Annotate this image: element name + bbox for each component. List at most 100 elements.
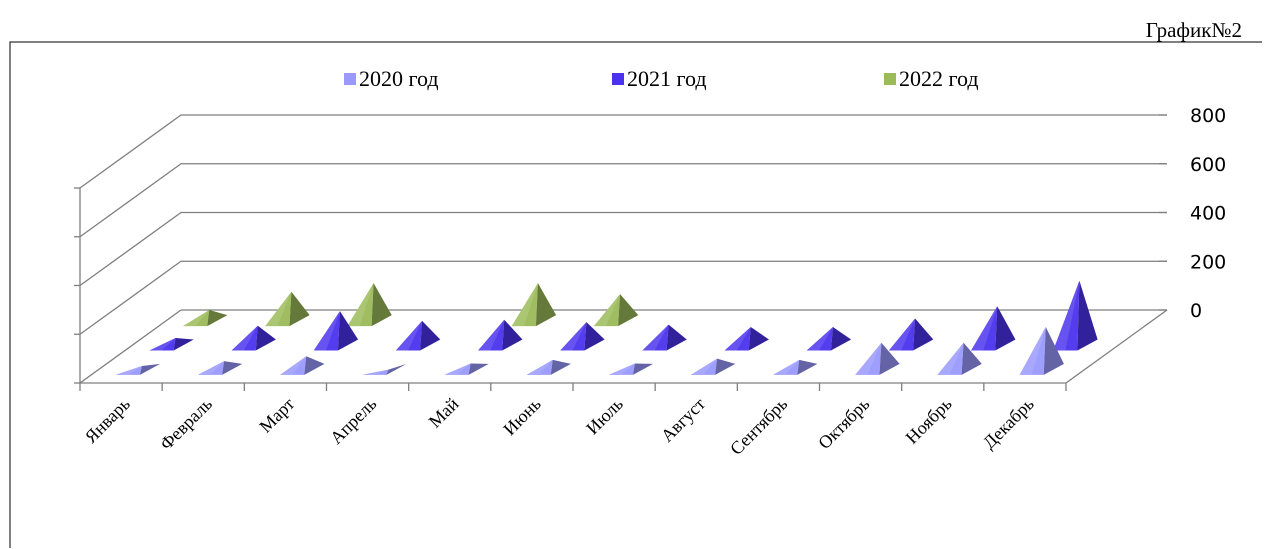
- pyramid-side-face: [139, 363, 161, 375]
- pyramid-highlight: [265, 291, 292, 327]
- y-tick-label: 0: [1190, 300, 1202, 322]
- pyramid-2020-год-Январь: [115, 363, 161, 375]
- pyramid-side-face: [304, 356, 325, 375]
- pyramid-2022-год-Май: [511, 283, 557, 327]
- pyramid-2022-год-Февраль: [265, 291, 310, 327]
- x-tick-label: Февраль: [156, 394, 216, 454]
- pyramid-highlight: [724, 327, 751, 351]
- x-tick-label: Май: [425, 393, 463, 431]
- chart-frame: [9, 41, 1262, 548]
- pyramid-highlight: [526, 359, 553, 375]
- pyramid-side-face: [502, 319, 523, 351]
- pyramid-2020-год-Август: [690, 358, 736, 375]
- pyramid-side-face: [748, 327, 769, 351]
- pyramid-2021-год-Февраль: [231, 325, 276, 351]
- pyramid-2021-год-Август: [724, 327, 769, 351]
- pyramid-highlight: [197, 361, 225, 375]
- gridline: [79, 114, 1167, 189]
- pyramid-highlight: [608, 363, 635, 375]
- gridline: [79, 309, 182, 384]
- pyramid-side-face: [1043, 326, 1064, 375]
- pyramid-2022-год-Июнь: [593, 294, 639, 327]
- pyramid-highlight: [1053, 280, 1080, 351]
- x-tick-label: Сентябрь: [726, 394, 791, 459]
- pyramid-side-face: [797, 359, 818, 375]
- pyramid-side-face: [961, 342, 982, 375]
- pyramid-highlight: [806, 327, 833, 351]
- x-tick-label: Август: [657, 394, 709, 446]
- pyramid-side-face: [715, 358, 736, 375]
- pyramid-2021-год-Сентябрь: [806, 327, 852, 351]
- pyramid-side-face: [618, 294, 639, 327]
- pyramid-2020-год-Декабрь: [1019, 326, 1064, 375]
- pyramid-side-face: [173, 337, 194, 351]
- pyramid-side-face: [550, 359, 571, 375]
- y-tick-label: 600: [1190, 154, 1226, 176]
- pyramid-highlight: [937, 342, 964, 375]
- pyramid-highlight: [115, 365, 142, 375]
- pyramid-side-face: [289, 291, 310, 327]
- chart-caption: График№2: [1145, 18, 1242, 42]
- x-tick-label: Апрель: [326, 394, 380, 448]
- pyramid-side-face: [584, 322, 605, 351]
- pyramid-front-face: [1019, 326, 1046, 375]
- pyramid-highlight: [347, 283, 374, 327]
- pyramid-highlight: [231, 325, 258, 351]
- pyramid-highlight: [1019, 326, 1046, 375]
- pyramid-highlight: [971, 306, 998, 351]
- legend-swatch: [344, 73, 356, 85]
- pyramid-highlight: [855, 342, 882, 375]
- x-tick-label: Октябрь: [814, 394, 873, 453]
- pyramid-side-face: [337, 311, 359, 351]
- pyramid-2020-год-Май: [444, 363, 489, 375]
- x-tick-label: Июнь: [499, 394, 544, 439]
- pyramid-highlight: [773, 359, 800, 375]
- pyramid-highlight: [642, 324, 669, 351]
- pyramid-side-face: [222, 361, 243, 375]
- pyramid-side-face: [420, 320, 441, 351]
- pyramid-2022-год-Март: [347, 283, 392, 327]
- pyramid-2021-год-Январь: [149, 337, 194, 351]
- pyramid-2020-год-Сентябрь: [773, 359, 818, 375]
- pyramid-side-face: [371, 283, 392, 327]
- x-tick-label: Ноябрь: [902, 394, 956, 448]
- pyramid-2020-год-Февраль: [197, 361, 243, 375]
- pyramid-side-face: [666, 324, 687, 351]
- pyramid-side-face: [386, 363, 407, 375]
- pyramid-side-face: [632, 363, 654, 375]
- legend-swatch: [884, 73, 896, 85]
- pyramid-highlight: [511, 283, 538, 327]
- pyramid-highlight: [560, 322, 587, 351]
- pyramid-side-face: [535, 283, 557, 327]
- pyramid-highlight: [888, 318, 916, 351]
- pyramid-2020-год-Июнь: [526, 359, 571, 375]
- pyramid-side-face: [1077, 280, 1098, 351]
- pyramid-2020-год-Ноябрь: [937, 342, 982, 375]
- gridline: [79, 163, 1167, 238]
- pyramid-highlight: [444, 363, 471, 375]
- pyramid-highlight: [395, 320, 423, 351]
- pyramid-highlight: [690, 358, 718, 375]
- pyramid-2021-год-Апрель: [395, 320, 441, 351]
- pyramid-2020-год-Апрель: [362, 363, 407, 375]
- x-tick-label: Январь: [81, 394, 134, 447]
- pyramid-highlight: [149, 337, 176, 351]
- pyramid-2021-год-Июль: [642, 324, 687, 351]
- y-tick-label: 200: [1190, 251, 1226, 273]
- pyramid-side-face: [879, 342, 900, 375]
- pyramid-2020-год-Март: [280, 356, 325, 375]
- pyramid-side-face: [995, 306, 1016, 351]
- pyramid-2021-год-Март: [313, 311, 359, 351]
- x-tick-label: Март: [255, 394, 298, 437]
- pyramid-2020-год-Июль: [608, 363, 654, 375]
- pyramid-2020-год-Октябрь: [855, 342, 900, 375]
- pyramid-2021-год-Июнь: [560, 322, 605, 351]
- pyramid-side-face: [913, 318, 934, 351]
- pyramid-side-face: [468, 363, 489, 375]
- pyramid-2021-год-Май: [478, 319, 523, 351]
- pyramid-side-face: [255, 325, 276, 351]
- pyramid-highlight: [183, 309, 210, 327]
- y-tick-label: 800: [1190, 105, 1226, 127]
- legend-label: 2022 год: [899, 66, 979, 91]
